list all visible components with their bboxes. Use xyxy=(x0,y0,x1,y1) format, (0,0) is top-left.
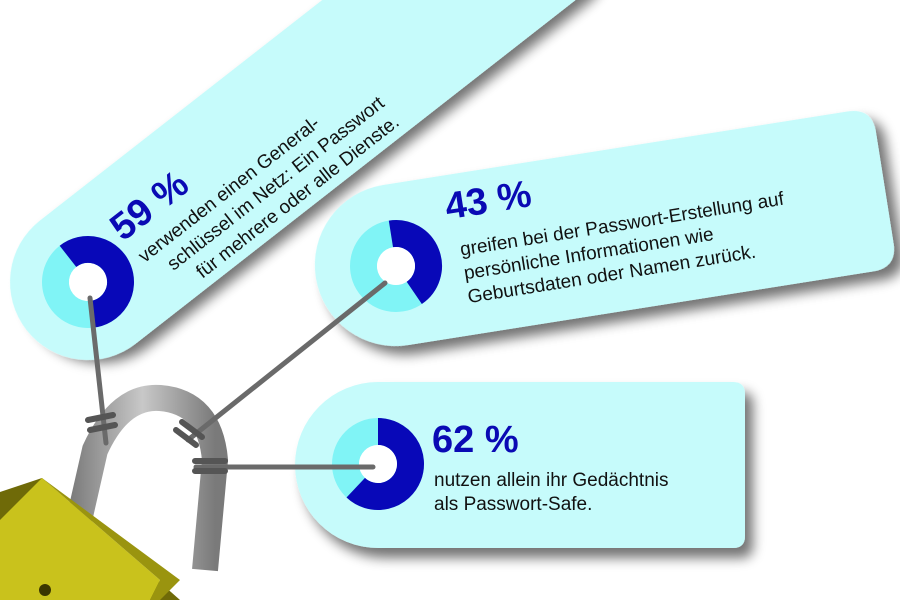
donut-value-segment xyxy=(388,220,442,305)
donut-value-segment xyxy=(346,418,424,510)
donut-chart-62 xyxy=(332,418,424,510)
tag-background xyxy=(10,0,589,360)
string-tag-2 xyxy=(185,280,388,443)
donut-chart-43 xyxy=(350,220,442,312)
tag-62-percent: 62 % nutzen allein ihr Gedächtnis als Pa… xyxy=(295,382,745,548)
description-line: als Passwort-Safe. xyxy=(434,494,592,515)
keyhole-icon xyxy=(39,584,51,596)
padlock-body-edge xyxy=(42,478,180,600)
donut-chart-59 xyxy=(42,236,134,328)
tag-43-percent: 43 % greifen bei der Passwort-Erstellung… xyxy=(314,110,895,346)
donut-hole xyxy=(377,247,415,285)
tag-background xyxy=(314,110,895,346)
tag-background xyxy=(295,382,745,548)
donut-hole xyxy=(359,445,397,483)
description-line: nutzen allein ihr Gedächtnis xyxy=(434,470,668,491)
tag-strings xyxy=(85,280,388,474)
donut-value-segment xyxy=(59,236,134,328)
donut-hole xyxy=(69,263,107,301)
padlock-body-front xyxy=(0,478,160,600)
string-knot xyxy=(85,412,228,474)
percent-label: 62 % xyxy=(432,419,519,461)
